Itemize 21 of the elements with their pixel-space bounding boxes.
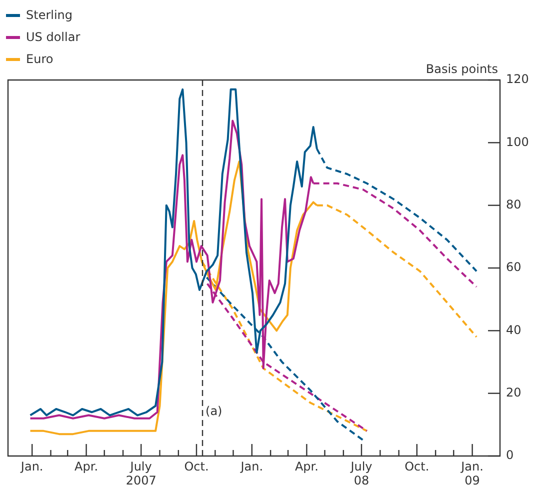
legend-label: Sterling bbox=[26, 8, 73, 22]
y-tick-label: 20 bbox=[506, 385, 522, 400]
x-tick-label: Oct. bbox=[404, 459, 430, 474]
x-tick-label: July 2007 bbox=[126, 459, 156, 488]
y-tick-label: 120 bbox=[506, 72, 529, 86]
y-tick-label: 100 bbox=[506, 134, 529, 149]
x-tick-label: Oct. bbox=[184, 459, 209, 474]
legend-label: Euro bbox=[26, 52, 54, 66]
y-tick-label: 0 bbox=[506, 448, 514, 462]
x-tick-label: Jan. bbox=[240, 459, 264, 474]
y-tick-label: 60 bbox=[506, 260, 522, 274]
x-tick-label: Apr. bbox=[74, 459, 98, 474]
ref-line-label: (a) bbox=[206, 404, 222, 418]
y-axis-title: Basis points bbox=[426, 62, 498, 76]
x-tick-label: Apr. bbox=[294, 459, 318, 474]
y-tick-label: 80 bbox=[506, 197, 522, 212]
legend-label: US dollar bbox=[26, 30, 80, 44]
x-tick-label: Jan. bbox=[20, 459, 44, 474]
x-tick-label: Jan. 09 bbox=[460, 459, 484, 488]
y-tick-label: 40 bbox=[506, 322, 522, 337]
x-tick-label: July 08 bbox=[350, 459, 372, 488]
